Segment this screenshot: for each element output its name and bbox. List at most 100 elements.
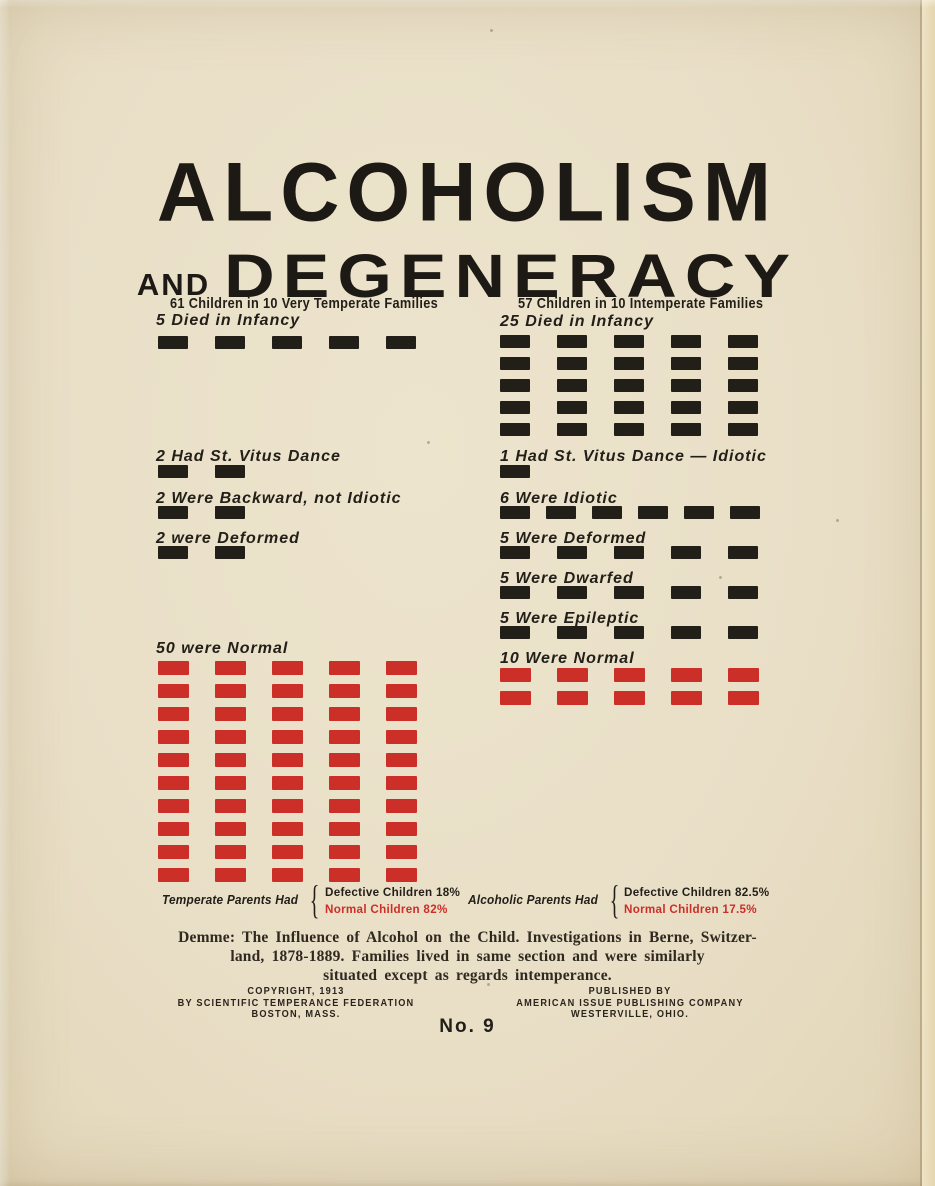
summary-defective: Defective Children 18% bbox=[324, 884, 460, 899]
unit-block-black bbox=[671, 401, 701, 414]
row-label: 5 Were Epileptic bbox=[500, 610, 640, 627]
publisher-line: PUBLISHED BY bbox=[588, 986, 672, 997]
unit-block-black bbox=[557, 357, 587, 370]
row-label: 6 Were Idiotic bbox=[500, 490, 618, 507]
row-label: 5 Were Dwarfed bbox=[500, 570, 634, 587]
publisher-block: PUBLISHED BY AMERICAN ISSUE PUBLISHING C… bbox=[492, 986, 768, 1021]
unit-block-red bbox=[272, 684, 303, 698]
unit-block-red bbox=[215, 845, 246, 859]
unit-block-black bbox=[386, 336, 416, 349]
unit-block-black bbox=[638, 506, 668, 519]
unit-block-black bbox=[671, 626, 701, 639]
paper-edge-line bbox=[920, 0, 922, 1186]
unit-block-black bbox=[557, 546, 587, 559]
unit-block-red bbox=[329, 707, 360, 721]
unit-block-red bbox=[329, 845, 360, 859]
unit-block-black bbox=[614, 379, 644, 392]
unit-block-black bbox=[500, 335, 530, 348]
unit-block-black bbox=[671, 423, 701, 436]
unit-block-black bbox=[728, 586, 758, 599]
unit-block-red bbox=[272, 707, 303, 721]
page-title-line1: ALCOHOLISM bbox=[156, 146, 779, 239]
unit-block-red bbox=[386, 776, 417, 790]
row-label: 5 Were Deformed bbox=[500, 530, 647, 547]
unit-block-red bbox=[614, 691, 645, 705]
unit-block-black bbox=[671, 586, 701, 599]
unit-block-row bbox=[500, 546, 758, 559]
unit-block-red bbox=[500, 691, 531, 705]
row-label: 2 Had St. Vitus Dance bbox=[156, 448, 341, 465]
row-label: 2 were Deformed bbox=[156, 530, 300, 547]
unit-block-black bbox=[557, 626, 587, 639]
unit-block-grid bbox=[500, 335, 758, 436]
unit-block-red bbox=[272, 799, 303, 813]
paper-edge-top bbox=[0, 0, 935, 8]
issue-number: No. 9 bbox=[439, 1016, 496, 1037]
unit-block-red bbox=[215, 868, 246, 882]
summary-normal: Normal Children 17.5% bbox=[624, 901, 757, 916]
copyright-block: COPYRIGHT, 1913 BY SCIENTIFIC TEMPERANCE… bbox=[158, 986, 434, 1021]
unit-block-row bbox=[158, 336, 416, 349]
summary-defective: Defective Children 82.5% bbox=[624, 884, 770, 899]
unit-block-red bbox=[386, 753, 417, 767]
unit-block-black bbox=[728, 546, 758, 559]
unit-block-black bbox=[557, 423, 587, 436]
unit-block-red bbox=[215, 661, 246, 675]
unit-block-black bbox=[272, 336, 302, 349]
unit-block-black bbox=[329, 336, 359, 349]
unit-block-black bbox=[671, 335, 701, 348]
copyright-line: BOSTON, MASS. bbox=[251, 1009, 341, 1020]
summary-temperate: Temperate Parents Had { Defective Childr… bbox=[162, 877, 464, 922]
unit-block-black bbox=[728, 401, 758, 414]
unit-block-black bbox=[614, 423, 644, 436]
unit-block-black bbox=[592, 506, 622, 519]
unit-block-black bbox=[215, 546, 245, 559]
unit-block-red bbox=[728, 668, 759, 682]
unit-block-black bbox=[671, 546, 701, 559]
unit-block-row bbox=[158, 506, 245, 519]
title-word-and: AND bbox=[136, 267, 211, 302]
unit-block-row bbox=[158, 546, 245, 559]
unit-block-red bbox=[158, 753, 189, 767]
unit-block-red bbox=[158, 707, 189, 721]
unit-block-red bbox=[329, 799, 360, 813]
unit-block-black bbox=[614, 357, 644, 370]
paper-edge-strip bbox=[922, 0, 935, 1186]
page-title-line2: AND DEGENERACY bbox=[0, 231, 935, 311]
unit-block-red bbox=[386, 730, 417, 744]
row-label: 5 Died in Infancy bbox=[156, 312, 301, 329]
unit-block-red bbox=[728, 691, 759, 705]
unit-block-red bbox=[215, 799, 246, 813]
unit-block-black bbox=[614, 335, 644, 348]
left-column-header: 61 Children in 10 Very Temperate Familie… bbox=[170, 295, 439, 312]
paper-edge-left bbox=[0, 0, 10, 1186]
unit-block-black bbox=[546, 506, 576, 519]
unit-block-red bbox=[557, 691, 588, 705]
unit-block-black bbox=[500, 423, 530, 436]
unit-block-black bbox=[215, 465, 245, 478]
unit-block-red bbox=[671, 691, 702, 705]
unit-block-row bbox=[500, 465, 530, 478]
summary-alcoholic: Alcoholic Parents Had { Defective Childr… bbox=[468, 880, 774, 920]
brace-glyph: { bbox=[310, 877, 320, 922]
unit-block-red bbox=[671, 668, 702, 682]
unit-block-red bbox=[329, 730, 360, 744]
title-word-degeneracy: DEGENERACY bbox=[224, 241, 799, 311]
unit-block-red bbox=[158, 822, 189, 836]
unit-block-grid bbox=[158, 661, 417, 882]
unit-block-red bbox=[386, 868, 417, 882]
unit-block-red bbox=[272, 845, 303, 859]
unit-block-red bbox=[215, 822, 246, 836]
unit-block-black bbox=[500, 586, 530, 599]
unit-block-red bbox=[272, 730, 303, 744]
publisher-line: AMERICAN ISSUE PUBLISHING COMPANY bbox=[516, 997, 744, 1009]
unit-block-black bbox=[557, 335, 587, 348]
unit-block-black bbox=[671, 379, 701, 392]
summary-prefix: Alcoholic Parents Had bbox=[468, 893, 599, 907]
unit-block-red bbox=[386, 822, 417, 836]
unit-block-black bbox=[158, 336, 188, 349]
unit-block-black bbox=[614, 546, 644, 559]
unit-block-black bbox=[158, 465, 188, 478]
summary-normal: Normal Children 82% bbox=[324, 901, 448, 916]
source-caption: Demme: The Influence of Alcohol on the C… bbox=[0, 928, 935, 985]
